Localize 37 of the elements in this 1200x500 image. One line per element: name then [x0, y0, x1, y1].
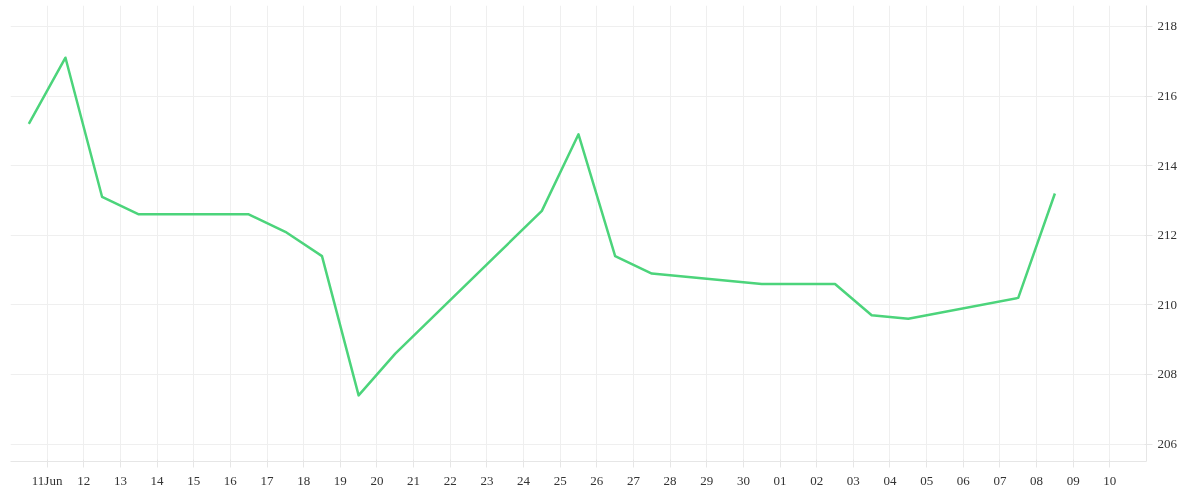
y-tick-label: 212	[1157, 227, 1177, 243]
x-tick-label: 07	[993, 472, 1007, 488]
x-tick-label: 28	[663, 472, 677, 488]
x-tick-label: 04	[883, 472, 897, 488]
y-tick-label: 210	[1157, 296, 1177, 312]
x-tick-label: 02	[810, 472, 824, 488]
x-tick-label: 20	[370, 472, 384, 488]
y-tick-label: 206	[1157, 436, 1178, 452]
x-tick-label: 15	[187, 472, 201, 488]
x-tick-label: 17	[260, 472, 275, 488]
x-tick-label: 18	[297, 472, 311, 488]
x-tick-label: 11Jun	[31, 472, 63, 488]
x-tick-label: 10	[1103, 472, 1117, 488]
x-tick-label: 21	[407, 472, 421, 488]
x-tick-label: 03	[846, 472, 860, 488]
x-tick-label: 06	[956, 472, 971, 488]
x-tick-label: 19	[333, 472, 347, 488]
x-tick-label: 05	[920, 472, 934, 488]
x-tick-label: 24	[517, 472, 531, 488]
y-tick-label: 216	[1157, 88, 1178, 103]
x-tick-label: 27	[626, 472, 641, 488]
x-tick-label: 14	[150, 472, 165, 488]
x-tick-label: 26	[590, 472, 604, 488]
x-tick-label: 16	[223, 472, 238, 488]
x-tick-label: 22	[443, 472, 457, 488]
x-tick-label: 12	[77, 472, 91, 488]
y-tick-label: 214	[1157, 157, 1178, 173]
x-tick-label: 23	[480, 472, 494, 488]
y-tick-label: 208	[1157, 366, 1177, 382]
x-tick-label: 08	[1030, 472, 1044, 488]
x-tick-label: 01	[773, 472, 787, 488]
x-tick-label: 30	[736, 472, 750, 488]
y-tick-label: 218	[1157, 18, 1177, 34]
x-tick-label: 13	[113, 472, 127, 488]
x-tick-label: 09	[1066, 472, 1080, 488]
x-tick-label: 29	[700, 472, 714, 488]
x-tick-label: 25	[553, 472, 567, 488]
